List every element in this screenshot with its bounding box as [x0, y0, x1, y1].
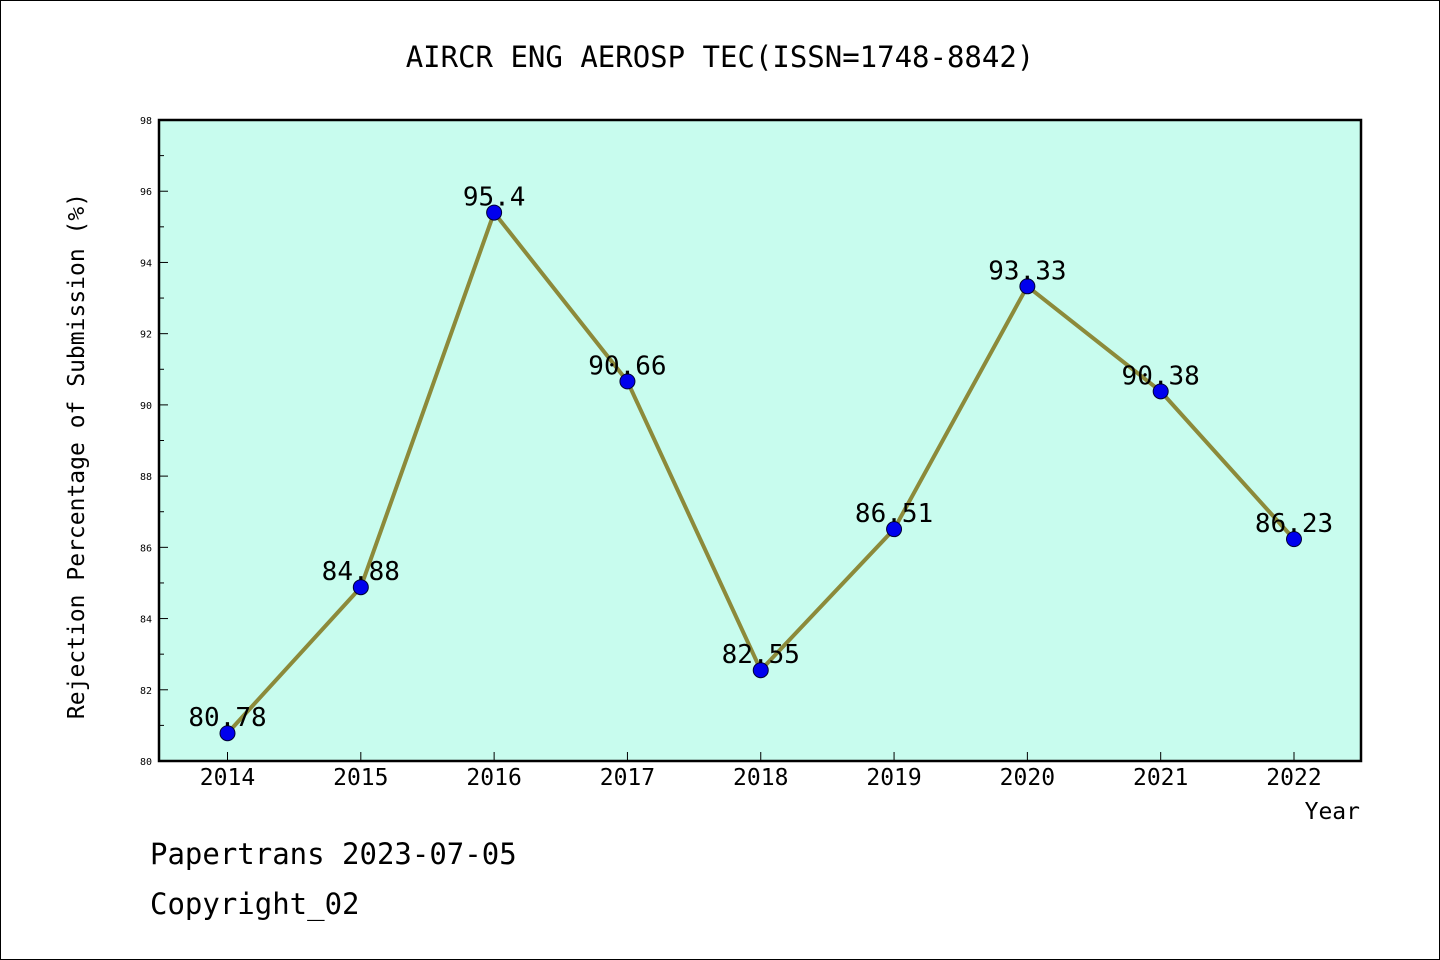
y-tick-label: 90	[140, 401, 152, 412]
x-tick-label: 2016	[466, 765, 521, 791]
x-tick-label: 2019	[866, 765, 921, 791]
x-tick-label: 2017	[600, 765, 655, 791]
y-tick-label: 96	[140, 187, 152, 198]
y-tick-label: 88	[140, 472, 152, 483]
data-point	[1152, 383, 1169, 400]
data-label: 86.51	[855, 499, 933, 529]
x-tick-label: 2018	[733, 765, 788, 791]
y-tick-label: 82	[140, 686, 152, 697]
footer-copyright: Copyright_02	[150, 887, 360, 922]
data-label: 93.33	[988, 256, 1066, 286]
data-label: 90.38	[1122, 361, 1200, 391]
data-label: 90.66	[588, 351, 666, 381]
y-tick-label: 94	[140, 258, 152, 269]
plot-area	[157, 118, 1363, 763]
y-tick-label: 92	[140, 330, 152, 341]
chart-title: AIRCR ENG AEROSP TEC(ISSN=1748-8842)	[406, 40, 1035, 74]
data-point	[352, 579, 369, 596]
x-axis: 2014 2015 2016 2017 2018 2019 2020 2021 2022	[200, 752, 1322, 791]
data-label: 80.78	[188, 703, 266, 733]
series-line: 80.78 84.88 95.4 90.66 82.55 86.51 93.33 90.38 8…	[188, 183, 1333, 742]
data-label: 82.55	[722, 640, 800, 670]
x-tick-label: 2014	[200, 765, 255, 791]
data-point	[752, 662, 769, 679]
x-axis-label: Year	[1305, 799, 1360, 825]
footer-date: Papertrans 2023-07-05	[150, 837, 517, 871]
y-axis-label: Rejection Percentage of Submission (%)	[64, 193, 90, 719]
y-tick-label: 84	[140, 615, 152, 626]
data-point	[886, 521, 903, 538]
y-tick-label: 86	[140, 543, 152, 554]
x-tick-label: 2022	[1266, 765, 1321, 791]
data-label: 84.88	[322, 557, 400, 587]
data-point	[219, 725, 236, 742]
x-tick-label: 2020	[1000, 765, 1055, 791]
data-point	[1286, 531, 1302, 548]
data-point	[486, 204, 503, 221]
x-tick-label: 2021	[1133, 765, 1188, 791]
y-tick-label: 80	[140, 757, 152, 768]
x-tick-label: 2015	[333, 765, 388, 791]
data-point	[619, 373, 636, 390]
data-label: 86.23	[1255, 509, 1333, 539]
y-axis: 80 82 84 86 88 90 92 94 96 98	[140, 116, 168, 768]
data-label: 95.4	[463, 183, 526, 213]
data-point	[1019, 278, 1036, 295]
y-tick-label: 98	[140, 116, 152, 127]
